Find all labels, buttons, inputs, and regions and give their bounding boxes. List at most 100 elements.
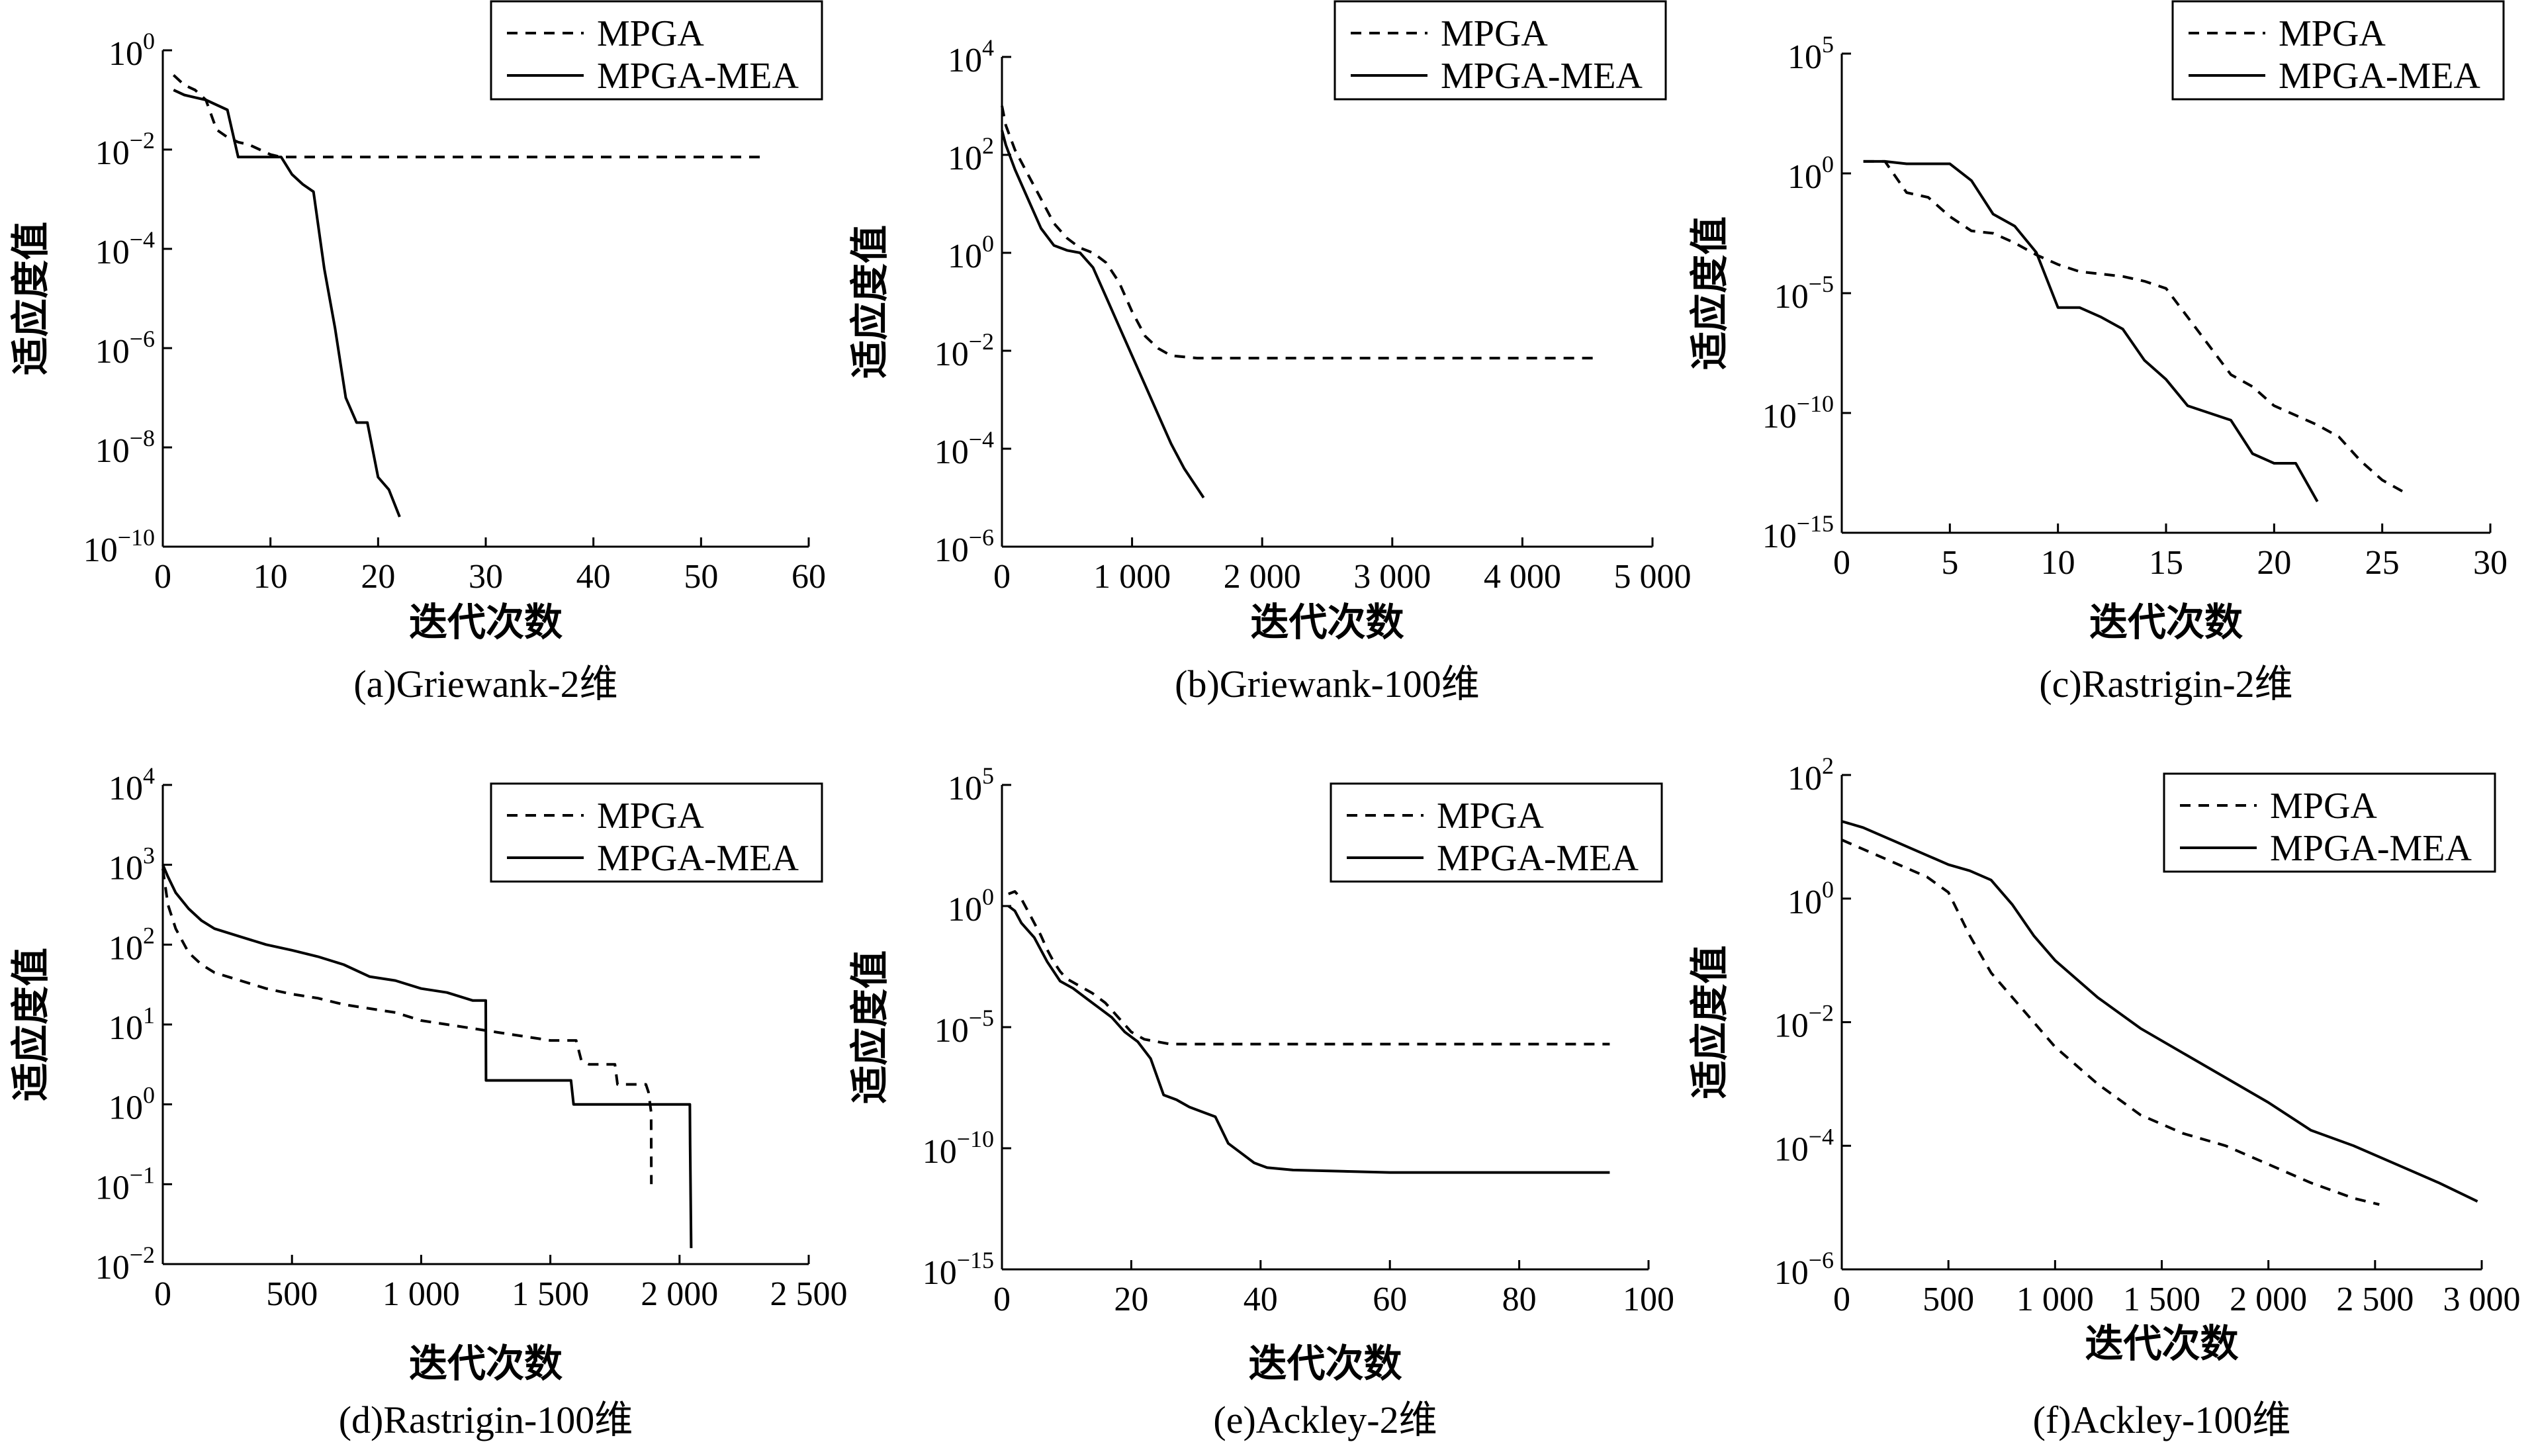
x-tick-label: 25 [2365, 544, 2400, 582]
series-line-mpga [1863, 159, 2405, 494]
x-tick-label: 10 [253, 558, 288, 596]
series-line-mpga [1008, 890, 1610, 1046]
legend-box [1334, 0, 1667, 101]
y-tick-label: 10−5 [1774, 271, 1834, 316]
y-tick-label: 10−8 [95, 425, 155, 470]
x-tick-label: 40 [576, 558, 611, 596]
series-line-mpga-mea [1007, 905, 1610, 1174]
chart-panel-2: 0 1 000 2 000 3 000 4 000 5 000 104 102 100 10−2 1… [847, 0, 1692, 705]
y-tick-label: 100 [1787, 876, 1834, 921]
x-tick-label: 3 000 [1353, 558, 1431, 596]
x-tick-label: 2 500 [2336, 1281, 2414, 1318]
series-line-mpga-mea [161, 864, 693, 1248]
y-axis-label: 适应度值 [847, 950, 892, 1104]
y-tick-label: 10−10 [83, 524, 155, 569]
x-tick-label: 80 [1502, 1281, 1537, 1318]
panel-caption: (f)Ackley-100维 [2033, 1398, 2291, 1441]
chart-panel-3: 0 5 10 15 20 25 30 105 100 10−5 10−10 10−15 MPGAMPGA… [1687, 0, 2508, 705]
series-line-mpga [1001, 105, 1594, 360]
legend-label-mpga-mea: MPGA-MEA [2279, 56, 2480, 97]
x-tick-label: 0 [993, 1281, 1011, 1318]
y-tick-label: 100 [109, 1082, 155, 1127]
y-tick-label: 10−5 [934, 1005, 994, 1050]
legend-box [2163, 772, 2496, 873]
series-line-mpga-mea [1863, 159, 2319, 502]
legend-box [2171, 0, 2505, 101]
legend-label-mpga: MPGA [2270, 786, 2377, 827]
y-tick-label: 10−4 [1774, 1123, 1834, 1168]
series-line-mpga [1841, 839, 2380, 1206]
x-axis-label: 迭代次数 [1250, 600, 1404, 645]
y-axis-label: 适应度值 [8, 222, 53, 375]
y-tick-label: 10−6 [95, 326, 155, 371]
y-tick-label: 105 [948, 762, 994, 807]
x-tick-label: 2 000 [1224, 558, 1301, 596]
y-tick-label: 10−1 [95, 1161, 155, 1206]
y-tick-label: 10−2 [934, 328, 994, 373]
y-tick-label: 10−10 [1762, 390, 1834, 435]
legend-label-mpga-mea: MPGA-MEA [1441, 56, 1643, 97]
x-tick-label: 40 [1244, 1281, 1278, 1318]
legend-label-mpga: MPGA [1441, 13, 1548, 54]
x-tick-label: 30 [2473, 544, 2508, 582]
panel-caption: (a)Griewank-2维 [353, 662, 617, 705]
x-tick-label: 1 500 [512, 1275, 589, 1313]
legend-label-mpga-mea: MPGA-MEA [1437, 838, 1639, 879]
x-tick-label: 2 000 [2230, 1281, 2307, 1318]
y-tick-label: 10−10 [923, 1126, 994, 1171]
x-tick-label: 4 000 [1484, 558, 1561, 596]
y-tick-label: 101 [109, 1002, 155, 1047]
x-tick-label: 15 [2149, 544, 2183, 582]
panel-caption: (d)Rastrigin-100维 [339, 1398, 633, 1441]
x-axis-label: 迭代次数 [409, 600, 563, 645]
x-tick-label: 500 [1923, 1281, 1974, 1318]
legend-box [490, 782, 823, 883]
y-tick-label: 102 [109, 922, 155, 967]
x-tick-label: 20 [361, 558, 395, 596]
y-axis-label: 适应度值 [8, 948, 53, 1101]
x-tick-label: 60 [1373, 1281, 1407, 1318]
chart-panel-4: 0 500 1 000 1 500 2 000 2 500 104 103 102 101 100 1… [8, 762, 848, 1441]
y-tick-label: 10−2 [95, 1242, 155, 1287]
legend-box [490, 0, 823, 101]
y-tick-label: 10−2 [1774, 1000, 1834, 1045]
x-axis-label: 迭代次数 [2089, 600, 2243, 645]
legend-label-mpga: MPGA [2279, 13, 2386, 54]
series-line-mpga [161, 868, 653, 1185]
y-axis-label: 适应度值 [847, 225, 892, 379]
x-tick-label: 20 [2257, 544, 2291, 582]
legend-label-mpga-mea: MPGA-MEA [2270, 828, 2472, 869]
y-tick-label: 10−15 [1762, 510, 1834, 555]
y-tick-label: 100 [948, 884, 994, 929]
y-tick-label: 100 [1787, 151, 1834, 196]
y-tick-label: 10−2 [95, 127, 155, 172]
series-line-mpga-mea [1841, 820, 2478, 1203]
x-tick-label: 30 [469, 558, 503, 596]
x-tick-label: 0 [154, 1275, 171, 1313]
x-tick-label: 0 [1833, 544, 1850, 582]
x-tick-label: 60 [792, 558, 826, 596]
x-tick-label: 1 000 [383, 1275, 460, 1313]
x-tick-label: 5 000 [1614, 558, 1692, 596]
y-tick-label: 105 [1787, 31, 1834, 76]
x-tick-label: 0 [993, 558, 1011, 596]
x-tick-label: 100 [1623, 1281, 1674, 1318]
y-tick-label: 104 [109, 762, 155, 807]
y-tick-label: 10−6 [1774, 1247, 1834, 1292]
series-line-mpga-mea [173, 89, 401, 518]
panel-caption: (e)Ackley-2维 [1213, 1398, 1437, 1441]
chart-panel-5: 0 20 40 60 80 100 105 100 10−5 10−10 10−15 MPGAMPGA… [847, 762, 1674, 1441]
x-tick-label: 2 500 [770, 1275, 848, 1313]
legend-label-mpga-mea: MPGA-MEA [597, 56, 799, 97]
legend-label-mpga: MPGA [1437, 796, 1544, 837]
x-tick-label: 50 [684, 558, 718, 596]
y-tick-label: 10−6 [934, 524, 994, 569]
x-tick-label: 20 [1114, 1281, 1148, 1318]
x-tick-label: 10 [2041, 544, 2075, 582]
series-line-mpga [172, 74, 766, 159]
